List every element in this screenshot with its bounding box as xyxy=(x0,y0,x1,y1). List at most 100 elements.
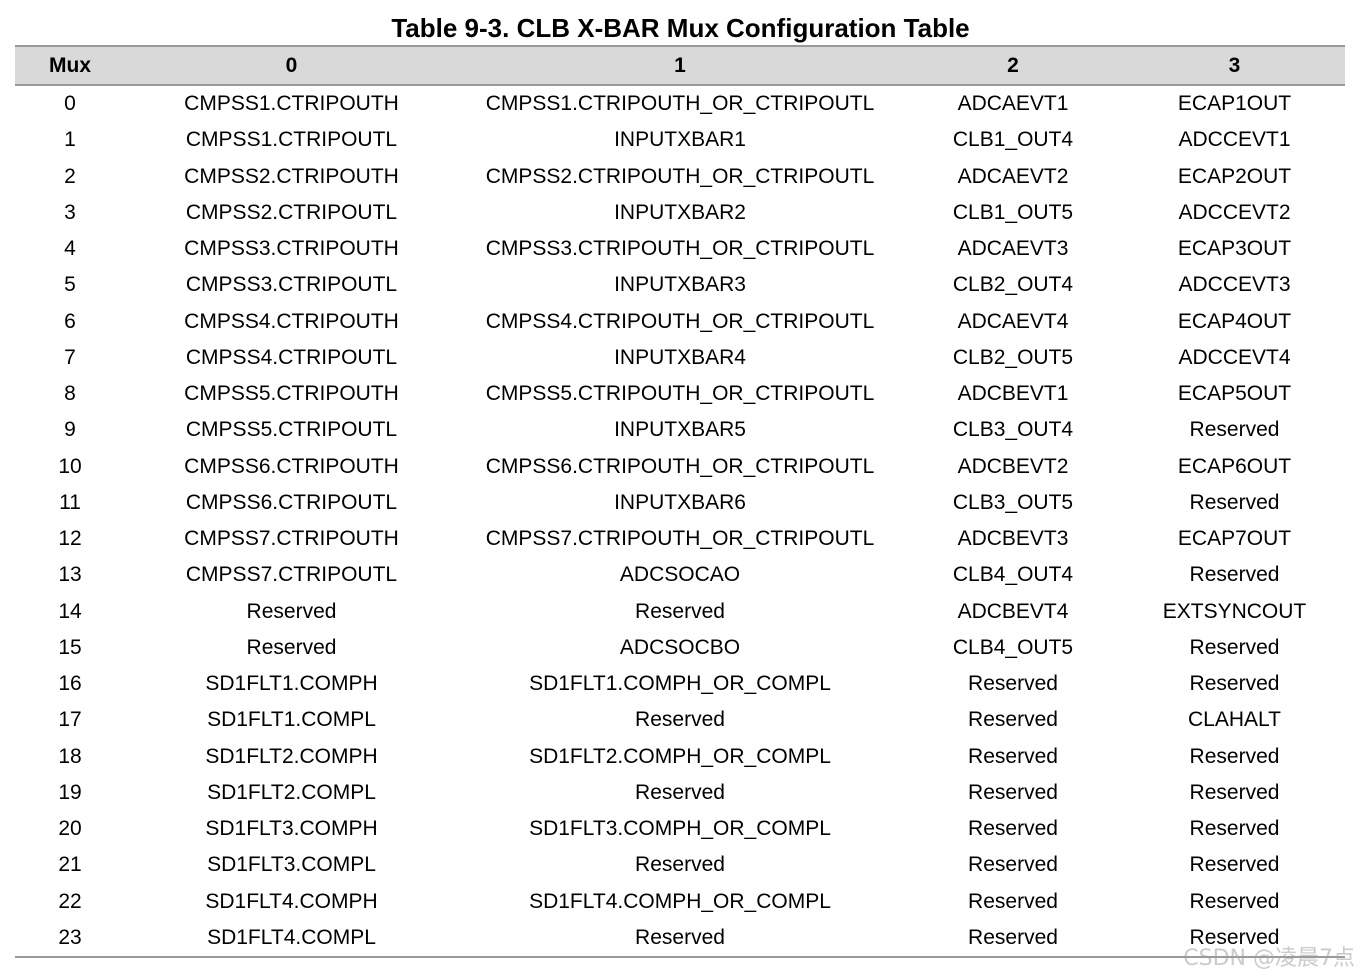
table-row: 4 CMPSS3.CTRIPOUTH CMPSS3.CTRIPOUTH_OR_CTR… xyxy=(15,231,1345,267)
cell-col-2: ADCAEVT1 xyxy=(957,92,1069,116)
cell-mux: 17 xyxy=(58,708,82,732)
cell-col-1: INPUTXBAR2 xyxy=(614,200,746,224)
cell-col-1: CMPSS1.CTRIPOUTH_OR_CTRIPOUTL xyxy=(485,92,875,116)
table-header: Mux 0 1 2 3 xyxy=(15,45,1345,86)
cell-col-2: Reserved xyxy=(968,853,1058,877)
cell-col-1: CMPSS2.CTRIPOUTH_OR_CTRIPOUTL xyxy=(485,164,875,188)
cell-col-3: EXTSYNCOUT xyxy=(1162,599,1307,623)
cell-col-2: ADCBEVT4 xyxy=(957,599,1069,623)
cell-col-2: Reserved xyxy=(968,780,1058,804)
cell-mux: 21 xyxy=(58,853,82,877)
table-row: 0 CMPSS1.CTRIPOUTH CMPSS1.CTRIPOUTH_OR_CTR… xyxy=(15,85,1345,122)
cell-col-0: Reserved xyxy=(246,635,337,659)
cell-col-3: ECAP5OUT xyxy=(1177,382,1292,406)
cell-mux: 19 xyxy=(58,780,82,804)
table-title: Table 9-3. CLB X-BAR Mux Configuration T… xyxy=(391,13,970,43)
cell-col-1: CMPSS6.CTRIPOUTH_OR_CTRIPOUTL xyxy=(485,454,875,478)
cell-col-0: CMPSS1.CTRIPOUTL xyxy=(185,128,398,152)
cell-col-0: CMPSS7.CTRIPOUTL xyxy=(185,563,398,587)
cell-mux: 11 xyxy=(59,490,81,514)
cell-col-2: CLB1_OUT5 xyxy=(952,200,1074,224)
cell-mux: 0 xyxy=(64,92,76,116)
cell-mux: 16 xyxy=(58,672,82,696)
table-row: 21 SD1FLT3.COMPL Reserved Reserved Reserved xyxy=(15,847,1345,883)
table-row: 18 SD1FLT2.COMPH SD1FLT2.COMPH_OR_COMPL Res… xyxy=(15,739,1345,775)
table-row: 11 CMPSS6.CTRIPOUTL INPUTXBAR6 CLB3_OUT5 Res… xyxy=(15,485,1345,521)
cell-mux: 3 xyxy=(64,200,76,224)
cell-col-2: Reserved xyxy=(968,889,1058,913)
cell-col-3: ECAP6OUT xyxy=(1177,454,1292,478)
header-col-1: 1 xyxy=(458,45,902,86)
cell-col-2: CLB4_OUT4 xyxy=(952,563,1074,587)
watermark-text: CSDN @凌晨7点 xyxy=(1183,946,1355,971)
cell-col-3: Reserved xyxy=(1124,919,1345,959)
cell-col-3: Reserved xyxy=(1189,563,1280,587)
cell-mux: 15 xyxy=(58,635,82,659)
cell-col-2: CLB3_OUT4 xyxy=(952,418,1074,442)
cell-col-0: SD1FLT1.COMPH xyxy=(205,672,378,696)
table-row: 10 CMPSS6.CTRIPOUTH CMPSS6.CTRIPOUTH_OR_CT… xyxy=(15,449,1345,485)
table-row: 3 CMPSS2.CTRIPOUTL INPUTXBAR2 CLB1_OUT5 ADCC… xyxy=(15,195,1345,231)
cell-col-0: SD1FLT2.COMPL xyxy=(207,780,376,804)
cell-col-3: ADCCEVT1 xyxy=(1178,128,1291,152)
cell-col-3: ECAP7OUT xyxy=(1177,527,1292,551)
cell-col-0: CMPSS2.CTRIPOUTH xyxy=(184,164,399,188)
cell-col-2: ADCBEVT3 xyxy=(957,527,1069,551)
cell-col-1: Reserved xyxy=(635,708,725,732)
cell-col-1: CMPSS3.CTRIPOUTH_OR_CTRIPOUTL xyxy=(485,237,875,261)
cell-col-2: CLB2_OUT4 xyxy=(952,273,1074,297)
cell-col-3: ECAP3OUT xyxy=(1177,237,1292,261)
table-row: 7 CMPSS4.CTRIPOUTL INPUTXBAR4 CLB2_OUT5 ADCC… xyxy=(15,340,1345,376)
cell-mux: 9 xyxy=(64,418,76,442)
cell-col-1: SD1FLT2.COMPH_OR_COMPL xyxy=(529,744,831,768)
cell-col-0: CMPSS7.CTRIPOUTH xyxy=(184,527,399,551)
cell-mux: 13 xyxy=(58,563,82,587)
cell-mux: 2 xyxy=(64,164,76,188)
cell-col-1: ADCSOCBO xyxy=(619,635,741,659)
cell-col-0: CMPSS6.CTRIPOUTL xyxy=(185,490,398,514)
cell-col-3: Reserved xyxy=(1189,780,1280,804)
cell-col-0: CMPSS3.CTRIPOUTL xyxy=(185,273,398,297)
table-row: 2 CMPSS2.CTRIPOUTH CMPSS2.CTRIPOUTH_OR_CTR… xyxy=(15,159,1345,195)
cell-col-0: CMPSS2.CTRIPOUTL xyxy=(185,200,398,224)
cell-mux: 4 xyxy=(64,237,76,261)
table-row: 19 SD1FLT2.COMPL Reserved Reserved Reserved xyxy=(15,775,1345,811)
cell-col-2: ADCBEVT1 xyxy=(957,382,1069,406)
cell-col-1: CMPSS4.CTRIPOUTH_OR_CTRIPOUTL xyxy=(485,309,875,333)
cell-col-3: ADCCEVT2 xyxy=(1178,200,1291,224)
table-row: 20 SD1FLT3.COMPH SD1FLT3.COMPH_OR_COMPL Res… xyxy=(15,811,1345,847)
table-row: 13 CMPSS7.CTRIPOUTL ADCSOCAO CLB4_OUT4 Reser… xyxy=(15,557,1345,593)
cell-col-1: Reserved xyxy=(635,599,725,623)
table-body: 0 CMPSS1.CTRIPOUTH CMPSS1.CTRIPOUTH_OR_CTR… xyxy=(15,85,1345,959)
cell-col-2: ADCAEVT3 xyxy=(957,237,1069,261)
cell-mux: 12 xyxy=(58,527,82,551)
table-row: 6 CMPSS4.CTRIPOUTH CMPSS4.CTRIPOUTH_OR_CTR… xyxy=(15,304,1345,340)
cell-col-0: CMPSS4.CTRIPOUTL xyxy=(185,345,398,369)
cell-col-3: ECAP1OUT xyxy=(1177,92,1292,116)
table-row: 8 CMPSS5.CTRIPOUTH CMPSS5.CTRIPOUTH_OR_CTR… xyxy=(15,376,1345,412)
cell-col-0: CMPSS4.CTRIPOUTH xyxy=(184,309,399,333)
cell-mux: 7 xyxy=(64,345,76,369)
cell-col-1: CMPSS7.CTRIPOUTH_OR_CTRIPOUTL xyxy=(485,527,875,551)
cell-col-0: CMPSS6.CTRIPOUTH xyxy=(184,454,399,478)
cell-col-3: CLAHALT xyxy=(1188,708,1281,732)
cell-col-3: Reserved xyxy=(1189,418,1280,442)
cell-col-1: Reserved xyxy=(635,853,725,877)
table-row: 12 CMPSS7.CTRIPOUTH CMPSS7.CTRIPOUTH_OR_CT… xyxy=(15,521,1345,557)
cell-col-3: Reserved xyxy=(1189,853,1280,877)
cell-col-3: Reserved xyxy=(1189,817,1280,841)
table-row: 23 SD1FLT4.COMPL Reserved Reserved Reserved xyxy=(15,919,1345,959)
cell-col-1: SD1FLT1.COMPH_OR_COMPL xyxy=(529,672,831,696)
cell-col-3: ECAP4OUT xyxy=(1177,309,1292,333)
cell-col-3: ECAP2OUT xyxy=(1177,164,1292,188)
table-row: 16 SD1FLT1.COMPH SD1FLT1.COMPH_OR_COMPL Res… xyxy=(15,666,1345,702)
table-row: 1 CMPSS1.CTRIPOUTL INPUTXBAR1 CLB1_OUT4 ADCC… xyxy=(15,122,1345,158)
table-row: 15 Reserved ADCSOCBO CLB4_OUT5 Reserved xyxy=(15,630,1345,666)
cell-col-2: Reserved xyxy=(968,817,1058,841)
cell-col-3: Reserved xyxy=(1189,744,1280,768)
cell-mux: 1 xyxy=(64,128,76,152)
cell-col-3: ADCCEVT4 xyxy=(1178,345,1291,369)
header-col-0: 0 xyxy=(125,45,458,86)
cell-col-0: SD1FLT2.COMPH xyxy=(205,744,378,768)
cell-mux: 18 xyxy=(58,744,82,768)
